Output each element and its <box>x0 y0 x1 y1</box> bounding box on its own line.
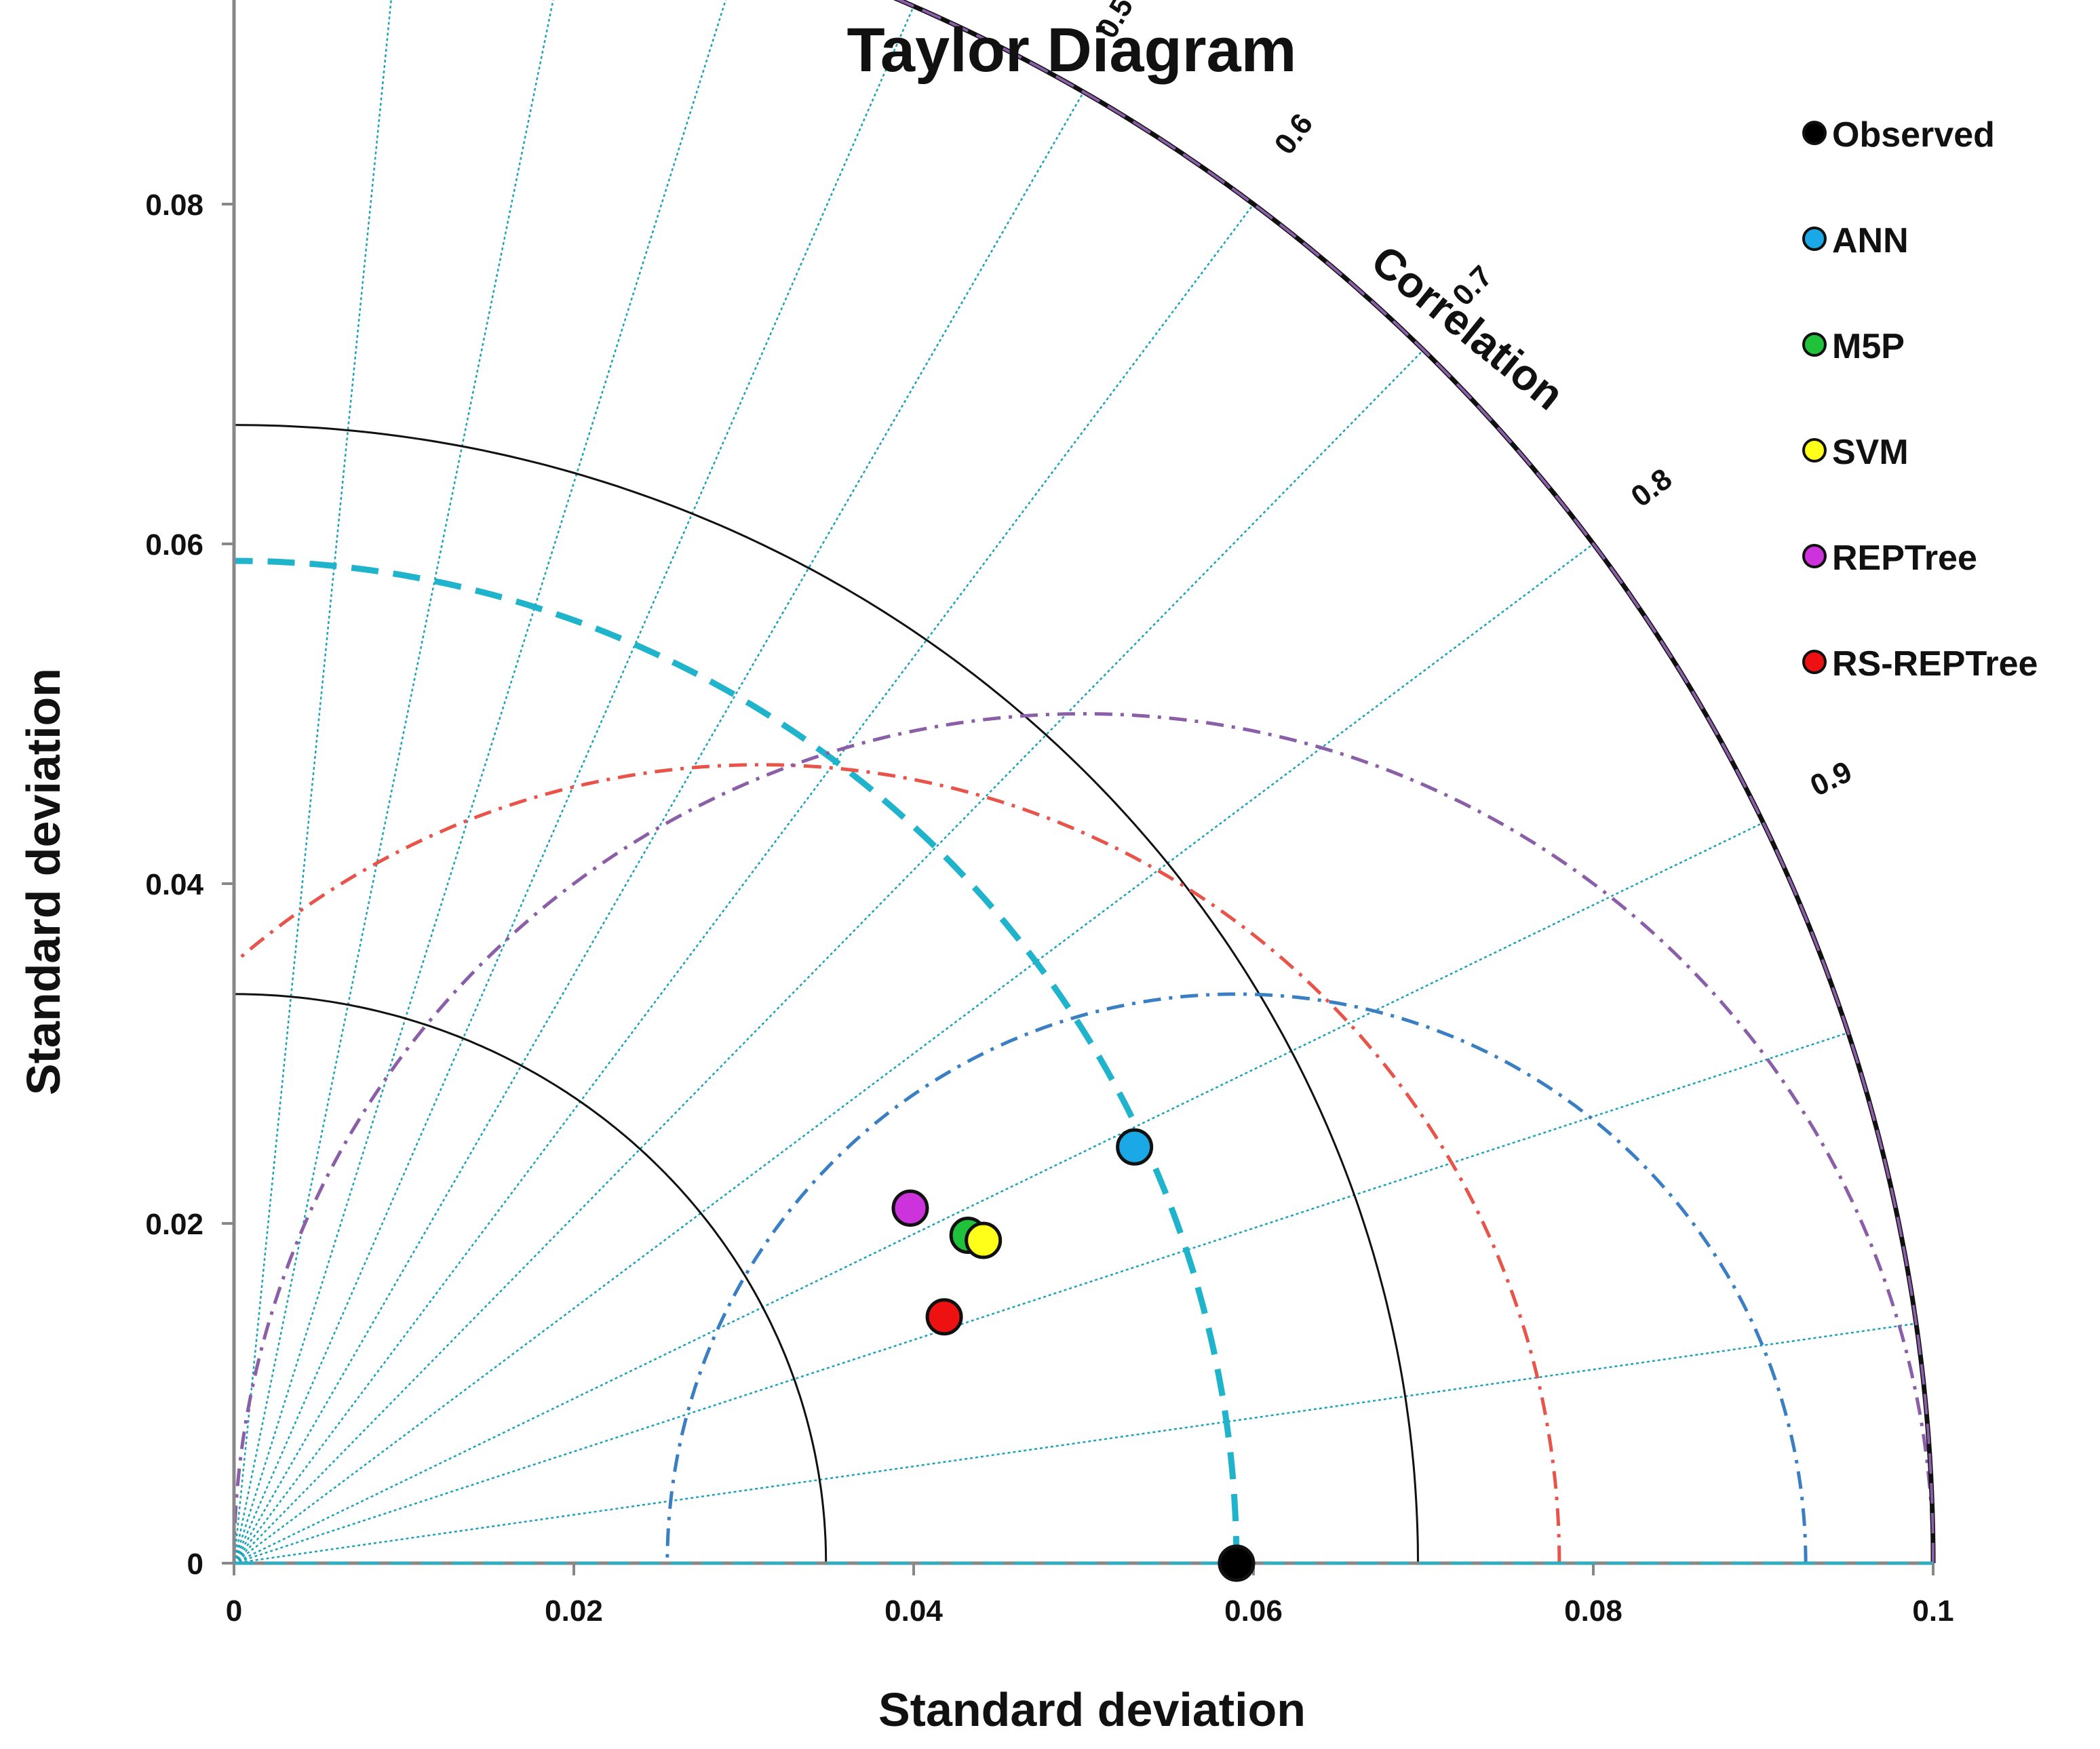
observed-std-arc <box>234 557 1240 1563</box>
correlation-tick-label: 0.9 <box>1805 755 1856 803</box>
point-observed <box>1218 1544 1256 1582</box>
point-svm <box>965 1221 1003 1259</box>
axes <box>222 0 1936 1575</box>
legend: Observed ANN M5P SVM REPTree RS-REPTree <box>1802 115 2038 684</box>
legend-marker <box>1802 544 1827 568</box>
x-tick-label: 0.02 <box>545 1594 603 1628</box>
correlation-ray <box>233 203 1254 1564</box>
y-tick-label: 0.02 <box>145 1208 203 1241</box>
chart-title: Taylor Diagram <box>847 16 1297 85</box>
x-axis-title: Standard deviation <box>878 1683 1306 1736</box>
point-rs-reptree <box>925 1298 963 1336</box>
correlation-ray <box>233 5 915 1564</box>
outer-boundary-arc <box>893 0 1936 1563</box>
y-tick-label: 0.08 <box>145 189 203 222</box>
legend-marker <box>1802 332 1827 357</box>
legend-label: ANN <box>1832 221 1909 260</box>
rms-arc <box>233 424 1419 1564</box>
data-points <box>891 1128 1256 1582</box>
correlation-ray <box>233 349 1424 1564</box>
correlation-ray <box>233 543 1594 1564</box>
legend-label: RS-REPTree <box>1832 644 2038 684</box>
y-tick-label: 0.04 <box>145 868 203 901</box>
legend-label: Observed <box>1832 115 1995 155</box>
correlation-ray <box>233 821 1764 1565</box>
grid-layer <box>233 0 1917 1565</box>
correlation-ray <box>233 1322 1917 1565</box>
labels: 000.020.020.040.040.060.060.080.080.10.1… <box>145 0 1953 1628</box>
correlation-ray <box>233 91 1085 1564</box>
x-tick-label: 0.1 <box>1912 1594 1953 1628</box>
x-tick-label: 0.06 <box>1224 1594 1283 1628</box>
correlation-ray <box>233 0 554 1564</box>
x-tick-label: 0.08 <box>1564 1594 1622 1628</box>
rms-arc <box>233 993 828 1563</box>
reference-arcs <box>232 424 1935 1564</box>
correlation-tick-label: 0.6 <box>1268 108 1319 161</box>
legend-label: SVM <box>1832 433 1909 472</box>
legend-marker <box>1802 438 1827 463</box>
x-tick-label: 0.04 <box>884 1594 943 1628</box>
y-axis-title: Standard deviation <box>17 668 70 1095</box>
rs-reptree-arc <box>237 763 1561 1564</box>
correlation-ray <box>233 0 392 1564</box>
correlation-ray <box>233 0 727 1564</box>
y-tick-label: 0.06 <box>145 528 203 562</box>
outer-boundary-overlay <box>895 0 1934 1563</box>
y-tick-label: 0 <box>187 1548 203 1581</box>
legend-marker <box>1802 650 1827 674</box>
legend-marker <box>1802 227 1827 251</box>
legend-label: M5P <box>1832 327 1905 366</box>
x-tick-label: 0 <box>226 1594 242 1628</box>
point-reptree <box>891 1189 929 1227</box>
correlation-tick-label: 0.8 <box>1625 462 1678 513</box>
correlation-ray <box>233 1031 1849 1565</box>
legend-label: REPTree <box>1832 538 1977 578</box>
reptree-arc <box>232 711 1935 1564</box>
legend-marker <box>1802 121 1827 145</box>
point-ann <box>1116 1128 1154 1166</box>
